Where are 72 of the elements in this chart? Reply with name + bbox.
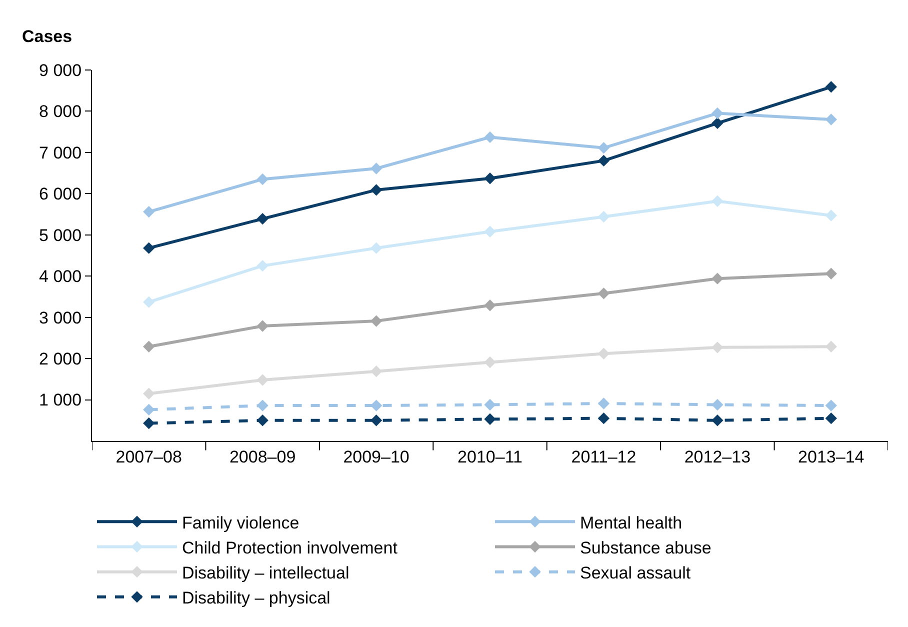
point xyxy=(143,206,155,218)
point xyxy=(484,398,496,411)
point xyxy=(256,212,268,225)
point xyxy=(484,226,496,238)
point xyxy=(598,412,610,424)
point xyxy=(143,404,155,416)
point xyxy=(256,320,268,332)
y-tick-label: 1 000 xyxy=(39,390,82,410)
point xyxy=(370,414,382,426)
point xyxy=(825,268,837,280)
point xyxy=(370,365,382,378)
x-tick-label: 2011–12 xyxy=(571,447,636,466)
point xyxy=(143,242,155,254)
point xyxy=(143,340,155,352)
y-tick-label: 9 000 xyxy=(39,60,82,80)
point xyxy=(598,210,610,223)
point xyxy=(256,260,268,272)
point xyxy=(370,184,382,196)
y-tick-label: 7 000 xyxy=(39,143,82,162)
point xyxy=(825,81,837,93)
point xyxy=(484,300,496,312)
point xyxy=(370,315,382,327)
point xyxy=(370,162,382,174)
legend-label: Child Protection involvement xyxy=(182,538,398,558)
point xyxy=(712,414,724,426)
x-tick-label: 2010–11 xyxy=(458,447,522,466)
point xyxy=(825,340,837,352)
point xyxy=(825,114,837,126)
point xyxy=(143,417,155,430)
point xyxy=(484,131,496,144)
point xyxy=(712,272,724,284)
point xyxy=(256,414,268,426)
point xyxy=(825,412,837,424)
point xyxy=(484,413,496,425)
legend-label: Disability – intellectual xyxy=(182,563,350,582)
point xyxy=(256,374,268,386)
point xyxy=(370,242,382,254)
point xyxy=(712,107,724,120)
point xyxy=(712,117,724,130)
point xyxy=(143,388,155,400)
y-tick-label: 3 000 xyxy=(39,308,82,328)
legend-label: Substance abuse xyxy=(580,538,712,558)
x-tick-label: 2007–08 xyxy=(116,447,182,466)
point xyxy=(825,400,837,412)
point xyxy=(712,398,724,411)
x-tick-label: 2009–10 xyxy=(343,447,410,466)
point xyxy=(484,356,496,368)
point xyxy=(256,400,268,412)
legend-label: Family violence xyxy=(182,513,300,532)
point xyxy=(598,142,610,154)
y-tick-label: 2 000 xyxy=(39,350,82,369)
y-tick-label: 5 000 xyxy=(39,226,82,245)
point xyxy=(598,398,610,410)
point xyxy=(484,172,496,184)
point xyxy=(712,195,724,207)
y-tick-label: 6 000 xyxy=(39,184,82,204)
point xyxy=(598,288,610,300)
legend-label: Mental health xyxy=(580,513,682,532)
x-tick-label: 2008–09 xyxy=(229,447,296,466)
y-tick-label: 8 000 xyxy=(39,102,82,122)
point xyxy=(256,173,268,186)
y-tick-label: 4 000 xyxy=(39,267,82,286)
point xyxy=(712,342,724,354)
y-axis-title: Cases xyxy=(22,27,72,46)
point xyxy=(825,210,837,222)
point xyxy=(143,296,155,308)
legend-label: Sexual assault xyxy=(580,563,691,582)
legend-label: Disability – physical xyxy=(182,588,330,608)
x-tick-label: 2013–14 xyxy=(798,447,864,466)
point xyxy=(598,154,610,167)
x-tick-label: 2012–13 xyxy=(684,447,751,466)
point xyxy=(598,348,610,360)
